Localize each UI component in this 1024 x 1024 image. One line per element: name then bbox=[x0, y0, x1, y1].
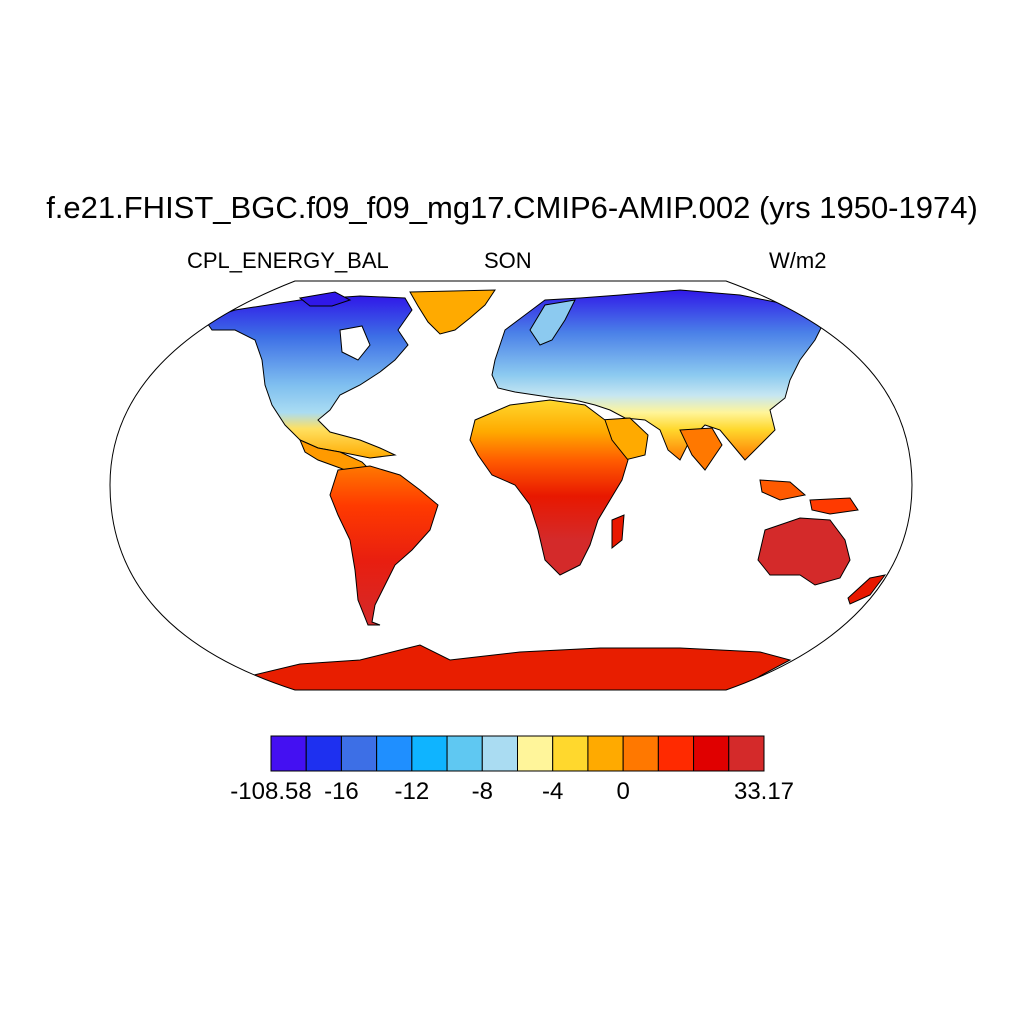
variable-label: CPL_ENERGY_BAL bbox=[187, 248, 389, 273]
colorbar-box bbox=[305, 735, 342, 772]
colorbar-box bbox=[622, 735, 659, 772]
africa bbox=[469, 399, 629, 576]
se-asia-islands bbox=[759, 479, 807, 501]
hudson-bay bbox=[339, 325, 371, 361]
colorbar-box bbox=[411, 735, 448, 772]
india bbox=[679, 427, 723, 471]
colorbar-label: -108.58 bbox=[230, 778, 312, 805]
new-guinea bbox=[809, 497, 859, 515]
units-label: W/m2 bbox=[769, 248, 827, 273]
colorbar-box bbox=[587, 735, 624, 772]
arctic-islands bbox=[298, 291, 352, 307]
colorbar-box bbox=[693, 735, 730, 772]
eurasia bbox=[491, 289, 826, 461]
colorbar-label: 33.17 bbox=[733, 778, 795, 805]
globe-outline bbox=[109, 280, 913, 691]
colorbar-box bbox=[657, 735, 695, 772]
colorbar-label: 0 bbox=[616, 778, 630, 805]
greenland bbox=[409, 289, 496, 335]
colorbar-box bbox=[340, 735, 378, 772]
south-america bbox=[329, 465, 439, 626]
colorbar-label: -4 bbox=[542, 778, 564, 805]
colorbar-box bbox=[376, 735, 413, 772]
colorbar-box bbox=[481, 735, 518, 772]
colorbar-label: -8 bbox=[471, 778, 493, 805]
season-label: SON bbox=[484, 248, 532, 273]
madagascar bbox=[611, 514, 625, 550]
colorbar-box bbox=[517, 735, 554, 772]
scandinavia bbox=[529, 299, 576, 346]
australia bbox=[757, 517, 851, 586]
colorbar-box bbox=[446, 735, 483, 772]
colorbar-box bbox=[728, 735, 765, 772]
new-zealand bbox=[847, 574, 887, 605]
colorbar-label: -16 bbox=[324, 778, 359, 805]
colorbar-box bbox=[270, 735, 307, 772]
colorbar-box bbox=[552, 735, 589, 772]
plot-title: f.e21.FHIST_BGC.f09_f09_mg17.CMIP6-AMIP.… bbox=[46, 190, 978, 225]
colorbar-label: -12 bbox=[394, 778, 430, 805]
